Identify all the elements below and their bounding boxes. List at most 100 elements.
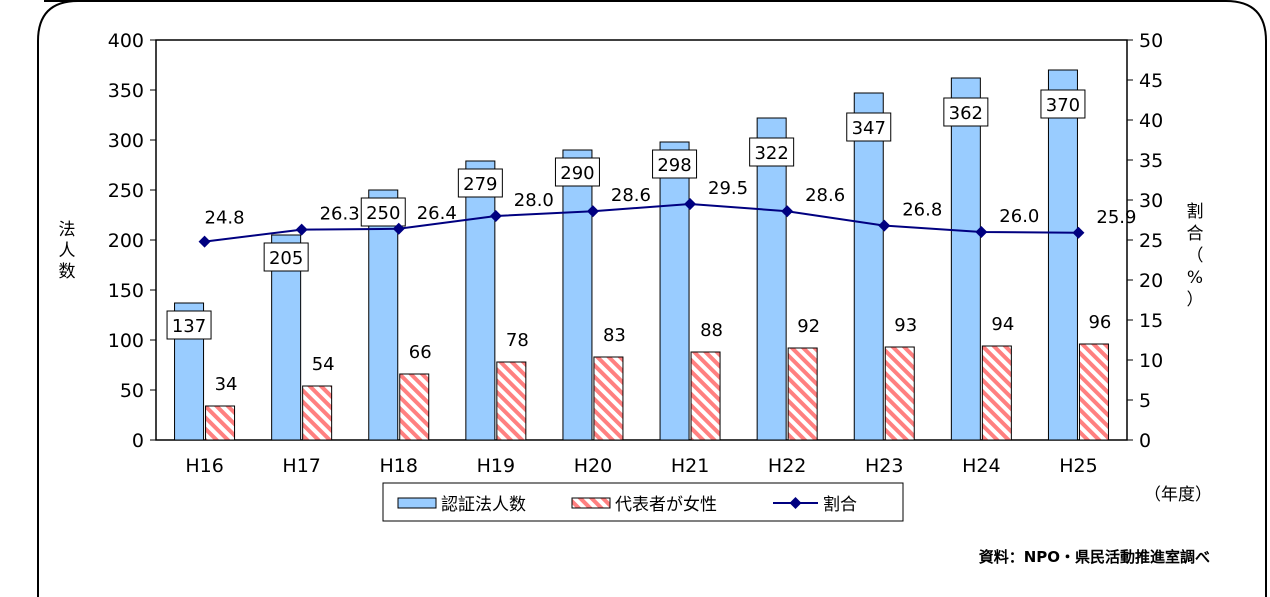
- ratio-marker: [878, 219, 891, 232]
- bar-female-H25: [1078, 343, 1109, 441]
- legend-label-female: 代表者が女性: [615, 495, 717, 515]
- bar-female-H16: [205, 405, 236, 441]
- certified-data-label: 298: [657, 155, 691, 176]
- y-tick-label: 150: [108, 280, 144, 302]
- x-tick-label: H16: [185, 455, 223, 477]
- bar-certified-H22: [756, 117, 787, 441]
- y-tick-label: 0: [132, 430, 144, 452]
- certified-data-label-box: [1040, 89, 1086, 119]
- y2-tick-label: 20: [1139, 270, 1163, 292]
- source-note: 資料：NPO・県民活動推進室調べ: [978, 548, 1210, 566]
- ratio-marker: [295, 223, 308, 236]
- ratio-marker: [198, 235, 211, 248]
- ratio-data-label: 29.5: [708, 178, 748, 199]
- y2-tick-label: 5: [1139, 390, 1151, 412]
- ratio-data-label: 28.6: [805, 185, 845, 206]
- certified-data-label-box: [749, 137, 795, 167]
- bar-female-H22: [787, 347, 818, 441]
- ratio-marker: [586, 205, 599, 218]
- y2-tick-label: 45: [1139, 70, 1163, 92]
- certified-data-label-box: [360, 197, 406, 227]
- ratio-marker: [489, 210, 502, 222]
- bar-female-H21: [690, 351, 721, 441]
- certified-data-label-box: [652, 149, 698, 179]
- y-tick-label: 300: [108, 130, 144, 152]
- bar-female-H17: [302, 385, 333, 441]
- x-tick-label: H19: [477, 455, 515, 477]
- ratio-data-label: 28.0: [514, 190, 554, 211]
- female-data-label: 93: [894, 315, 917, 336]
- certified-data-label-box: [263, 242, 309, 272]
- y2-tick-label: 0: [1139, 430, 1151, 452]
- ratio-marker: [781, 205, 794, 218]
- ratio-marker: [684, 198, 697, 210]
- y-tick-label: 250: [108, 180, 144, 202]
- y2-axis-title-char: %: [1187, 268, 1203, 288]
- female-data-label: 78: [506, 330, 529, 351]
- certified-data-label: 250: [366, 203, 400, 224]
- bar-certified-H20: [562, 149, 593, 441]
- female-data-label: 54: [312, 354, 335, 375]
- certified-data-label: 370: [1046, 95, 1080, 116]
- x-tick-label: H23: [865, 455, 903, 477]
- x-tick-label: H22: [768, 455, 806, 477]
- y2-tick-label: 50: [1139, 30, 1163, 52]
- ratio-data-label: 26.0: [999, 206, 1039, 227]
- bar-female-H18: [399, 373, 430, 441]
- female-data-label: 34: [215, 374, 238, 395]
- ratio-data-label: 26.3: [320, 204, 360, 225]
- bar-certified-H19: [465, 160, 496, 441]
- y2-tick-label: 30: [1139, 190, 1163, 212]
- x-tick-label: H25: [1059, 455, 1097, 477]
- y2-tick-label: 25: [1139, 230, 1163, 252]
- ratio-data-label: 26.8: [902, 200, 942, 221]
- x-tick-label: H17: [282, 455, 320, 477]
- ratio-marker: [392, 222, 405, 235]
- x-tick-label: H18: [380, 455, 418, 477]
- legend-label-ratio: 割合: [823, 495, 857, 515]
- female-data-label: 83: [603, 325, 626, 346]
- legend-swatch-ratio-marker: [789, 497, 802, 509]
- bar-certified-H24: [950, 77, 981, 441]
- y-tick-label: 200: [108, 230, 144, 252]
- y-tick-label: 100: [108, 330, 144, 352]
- certified-data-label-box: [554, 157, 600, 187]
- certified-data-label-box: [943, 97, 989, 127]
- chart: 0 50 100 150 200 250 300 350 400 0 5 10 15 20 25 30 35 40…: [59, 30, 1212, 522]
- y-axis-title-char: 人: [59, 241, 76, 261]
- certified-data-label: 279: [463, 174, 497, 195]
- certified-data-label: 290: [560, 163, 594, 184]
- bar-female-H20: [593, 356, 624, 441]
- y2-axis-title-char: （: [1187, 246, 1204, 266]
- ratio-line: [204, 202, 1079, 243]
- bar-certified-H18: [368, 189, 399, 441]
- legend-swatch-female: [571, 497, 611, 509]
- bar-certified-H21: [659, 141, 690, 441]
- certified-data-label-box: [457, 168, 503, 198]
- bar-certified-H23: [853, 92, 884, 441]
- female-data-label: 66: [409, 342, 432, 363]
- legend-swatch-certified: [397, 497, 437, 509]
- female-data-label: 88: [700, 320, 723, 341]
- female-data-label: 94: [991, 314, 1014, 335]
- ratio-data-label: 25.9: [1096, 207, 1136, 228]
- y-tick-label: 50: [120, 380, 144, 402]
- y-tick-label: 400: [108, 30, 144, 52]
- certified-data-label: 362: [949, 103, 983, 124]
- y2-axis-title-char: 合: [1187, 224, 1204, 244]
- legend-label-certified: 認証法人数: [441, 495, 526, 515]
- y2-tick-label: 10: [1139, 350, 1163, 372]
- female-data-label: 96: [1088, 312, 1111, 333]
- y2-axis-title-char: 割: [1187, 202, 1204, 222]
- certified-data-label: 322: [754, 143, 788, 164]
- y-axis-title-char: 数: [59, 262, 76, 282]
- ratio-marker: [1072, 226, 1085, 239]
- ratio-marker: [975, 226, 988, 238]
- female-data-label: 92: [797, 316, 820, 337]
- y2-axis-title-char: ）: [1187, 290, 1204, 310]
- x-tick-label: H20: [574, 455, 612, 477]
- y2-tick-label: 35: [1139, 150, 1163, 172]
- x-tick-label: H21: [671, 455, 709, 477]
- certified-data-label: 205: [269, 248, 303, 269]
